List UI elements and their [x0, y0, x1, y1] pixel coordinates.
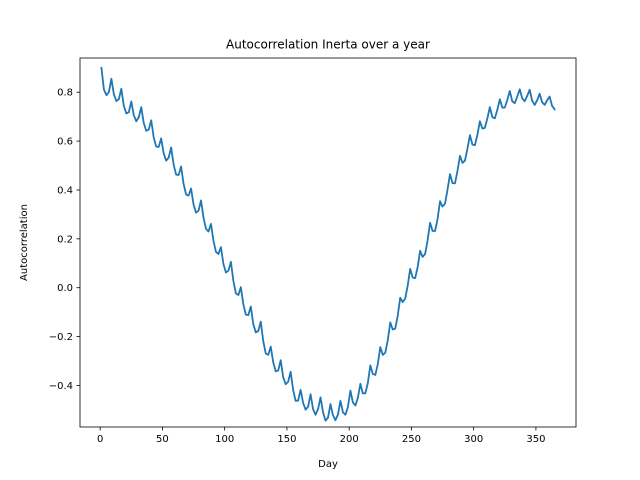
- x-axis-ticks: 0 50 100 150 200 250 300 350: [97, 427, 545, 445]
- y-tick-label: 0.4: [57, 185, 73, 196]
- x-tick-label: 300: [464, 434, 483, 445]
- y-tick-label: −0.4: [49, 381, 73, 392]
- x-tick-label: 50: [156, 434, 169, 445]
- x-tick-label: 250: [402, 434, 421, 445]
- y-tick-label: 0.0: [57, 283, 73, 294]
- y-axis-ticks: −0.4 −0.2 0.0 0.2 0.4 0.6 0.8: [49, 88, 80, 392]
- plot-area: [100, 66, 556, 422]
- x-tick-label: 100: [215, 434, 234, 445]
- y-tick-label: 0.2: [57, 234, 73, 245]
- series-line: [100, 66, 556, 422]
- plot-frame: [79, 57, 577, 428]
- x-tick-label: 200: [340, 434, 359, 445]
- y-axis-label: Autocorrelation: [19, 204, 30, 281]
- y-tick-label: 0.6: [57, 137, 73, 148]
- y-tick-label: −0.2: [49, 332, 73, 343]
- chart-title: Autocorrelation Inerta over a year: [226, 38, 430, 52]
- x-tick-label: 150: [277, 434, 296, 445]
- x-tick-label: 350: [526, 434, 545, 445]
- x-tick-label: 0: [97, 434, 103, 445]
- x-axis-label: Day: [318, 459, 338, 470]
- y-tick-label: 0.8: [57, 88, 73, 99]
